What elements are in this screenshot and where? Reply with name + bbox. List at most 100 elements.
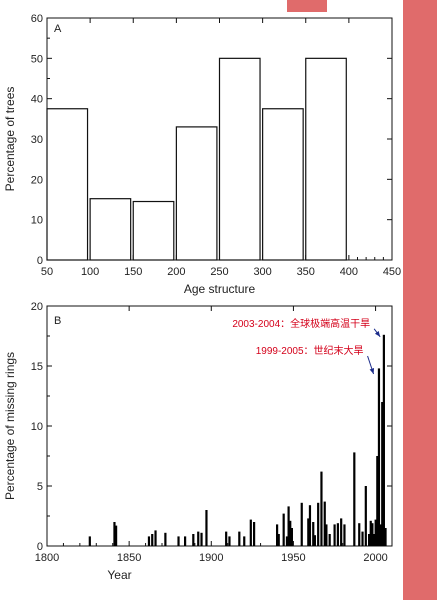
x-tick-label: 200 — [167, 266, 185, 278]
missing-ring-bar — [325, 524, 328, 546]
x-tick-label: 100 — [81, 266, 99, 278]
missing-ring-bar — [289, 520, 292, 546]
histogram-bar — [262, 108, 304, 261]
missing-ring-bar — [308, 505, 312, 546]
missing-ring-bar — [276, 524, 279, 546]
missing-ring-bar — [382, 334, 385, 546]
missing-ring-bar — [287, 506, 290, 546]
y-tick-label: 0 — [37, 255, 43, 267]
x-tick-label: 1900 — [199, 552, 223, 564]
missing-ring-bar — [313, 535, 316, 546]
x-tick-label: 250 — [210, 266, 228, 278]
chart-panel-a: 0 10 20 30 40 50 60 50 100 150 200 250 300 350 400 450 A… — [3, 13, 401, 296]
y-tick-label: 20 — [31, 301, 43, 313]
right-accent-bar — [403, 0, 437, 600]
missing-ring-bar — [320, 471, 323, 546]
missing-ring-bar — [377, 368, 381, 546]
y-tick-label: 40 — [31, 94, 43, 106]
y-axis-title: Percentage of trees — [3, 87, 17, 192]
missing-ring-bar — [384, 528, 387, 546]
annotation-label: 1999-2005：世纪末大旱 — [256, 344, 364, 357]
missing-ring-bar — [371, 523, 374, 546]
y-tick-label: 10 — [31, 215, 43, 227]
y-tick-label: 50 — [31, 53, 43, 65]
top-strip — [0, 0, 437, 12]
y-tick-label: 60 — [31, 13, 43, 25]
x-axis-title: Year — [107, 568, 131, 582]
y-tick-label: 15 — [31, 361, 43, 373]
missing-ring-bar — [364, 486, 367, 546]
histogram-bar — [305, 57, 347, 261]
y-tick-label: 20 — [31, 174, 43, 186]
missing-ring-bar — [200, 532, 203, 546]
histogram-bar — [89, 198, 132, 261]
missing-ring-bar — [317, 502, 320, 546]
missing-ring-bar — [333, 524, 336, 546]
x-axis-title: Age structure — [184, 282, 256, 296]
missing-ring-bar — [343, 524, 346, 546]
panel-letter: A — [54, 23, 62, 35]
missing-ring-bar — [376, 456, 379, 546]
missing-ring-bar — [243, 536, 246, 546]
missing-ring-bar — [253, 522, 256, 546]
histogram-bar — [132, 200, 175, 261]
missing-ring-bar — [368, 534, 371, 546]
missing-ring-bar — [290, 528, 293, 546]
x-tick-label: 150 — [124, 266, 142, 278]
x-tick-label: 50 — [41, 266, 53, 278]
annotation-arrowhead — [374, 330, 381, 337]
y-axis-title: Percentage of missing rings — [3, 352, 17, 500]
annotation-arrowhead — [369, 368, 375, 374]
missing-ring-bar — [372, 534, 376, 546]
missing-ring-bar — [358, 523, 361, 546]
missing-ring-bar — [164, 532, 167, 546]
missing-ring-bar — [197, 531, 200, 546]
y-tick-label: 0 — [37, 541, 43, 553]
histogram-bar — [218, 57, 261, 261]
missing-ring-bar — [369, 520, 372, 546]
x-tick-label: 1800 — [35, 552, 59, 564]
missing-ring-bar — [340, 518, 343, 546]
missing-ring-bar — [184, 536, 187, 546]
missing-ring-bar — [307, 518, 310, 546]
missing-ring-bar — [277, 534, 280, 546]
missing-ring-bar — [379, 524, 382, 546]
corner-tab — [287, 0, 327, 12]
panel-letter: B — [54, 315, 61, 327]
missing-ring-bar — [238, 531, 241, 546]
missing-ring-bar — [336, 523, 339, 546]
missing-ring-bar — [205, 510, 208, 546]
annotation-label: 2003-2004：全球极端高温干旱 — [232, 317, 370, 330]
x-tick-label: 350 — [297, 266, 315, 278]
missing-ring-bar — [312, 522, 315, 546]
missing-ring-bar — [374, 519, 377, 546]
y-tick-label: 30 — [31, 134, 43, 146]
x-tick-label: 450 — [383, 266, 401, 278]
y-tick-label: 10 — [31, 421, 43, 433]
missing-ring-bar — [323, 501, 326, 546]
chart-panel-b: 0 5 10 15 20 1800 1850 1900 1950 2000 B Percentage … — [3, 301, 393, 582]
missing-ring-bar — [115, 525, 118, 546]
missing-ring-bar — [361, 531, 364, 546]
plot-frame — [46, 305, 393, 547]
missing-ring-bar — [88, 536, 91, 546]
missing-ring-bar — [228, 536, 231, 546]
missing-ring-bar — [154, 530, 157, 546]
x-tick-label: 300 — [253, 266, 271, 278]
histogram-bar — [46, 108, 89, 261]
x-tick-label: 2000 — [363, 552, 387, 564]
missing-ring-bar — [151, 534, 154, 546]
missing-ring-bar — [353, 452, 356, 546]
x-tick-label: 400 — [340, 266, 358, 278]
missing-ring-bar — [381, 402, 384, 546]
missing-ring-bar — [113, 522, 116, 546]
missing-ring-bar — [192, 534, 195, 546]
missing-ring-bar — [328, 534, 331, 546]
missing-ring-bar — [285, 536, 289, 546]
missing-ring-bar — [300, 502, 303, 546]
histogram-bar — [175, 126, 218, 261]
missing-ring-bar — [225, 531, 228, 546]
missing-ring-bar — [282, 513, 285, 546]
x-tick-label: 1950 — [281, 552, 305, 564]
